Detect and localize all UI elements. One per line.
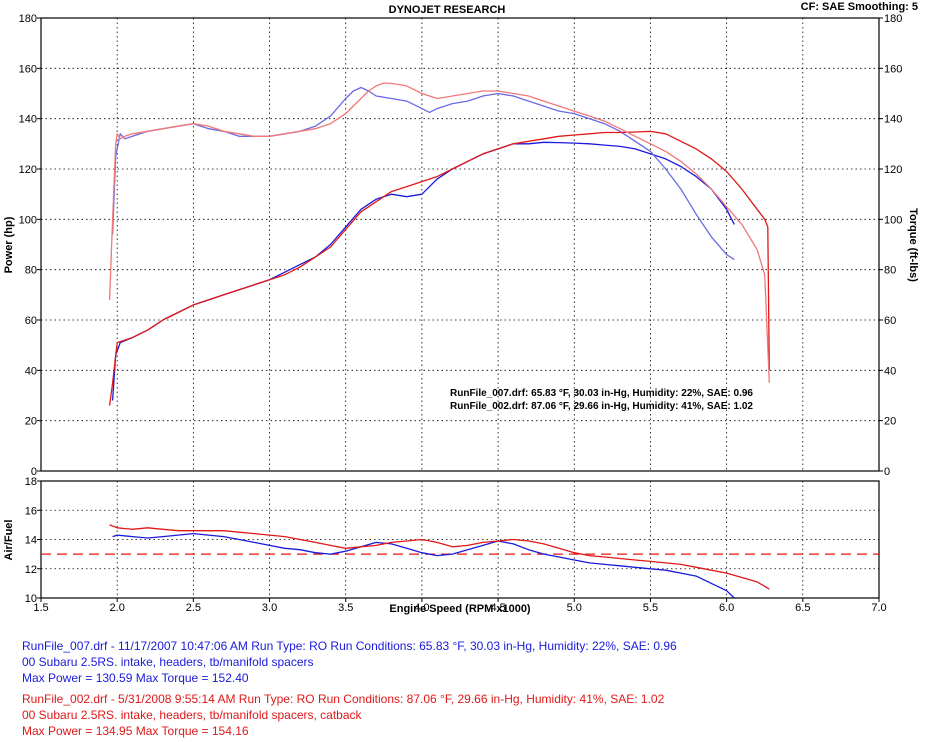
x-tick-label: 2.0 — [110, 602, 125, 614]
x-tick-label: 5.0 — [567, 602, 582, 614]
y-tick-label: 80 — [25, 265, 37, 277]
x-tick-label: 3.5 — [338, 602, 353, 614]
y-tick-label: 0 — [31, 466, 37, 478]
y-tick-label: 160 — [19, 63, 37, 75]
y2-tick-label: 40 — [884, 365, 896, 377]
af-series-line — [109, 524, 770, 590]
x-tick-label: 6.0 — [719, 602, 734, 614]
power-torque-plot: 0 0 20 20 40 40 60 60 80 80 100 100 120 120 140 140 160 1… — [19, 13, 903, 478]
chart-settings: CF: SAE Smoothing: 5 — [801, 1, 918, 13]
run-info-002: RunFile_002.drf - 5/31/2008 9:55:14 AM R… — [22, 691, 664, 739]
x-tick-label: 3.0 — [262, 602, 277, 614]
y-tick-label: 180 — [19, 13, 37, 25]
x-tick-label: 2.5 — [186, 602, 201, 614]
run-annotation-007: RunFile_007.drf: 65.83 °F, 30.03 in-Hg, … — [450, 388, 753, 399]
af-series-line — [112, 532, 735, 599]
y2-tick-label: 160 — [884, 63, 902, 75]
y2-tick-label: 120 — [884, 164, 902, 176]
power-series-line — [108, 130, 770, 406]
y2-tick-label: 0 — [884, 466, 890, 478]
y2-tick-label: 180 — [884, 13, 902, 25]
af-y-tick-label: 12 — [25, 564, 37, 576]
y2-tick-label: 100 — [884, 214, 902, 226]
run-info-line: 00 Subaru 2.5RS. intake, headers, tb/man… — [22, 655, 314, 669]
y-tick-label: 140 — [19, 114, 37, 126]
y-tick-label: 100 — [19, 214, 37, 226]
y-tick-label: 60 — [25, 315, 37, 327]
x-tick-label: 6.5 — [795, 602, 810, 614]
x-tick-label: 4.0 — [414, 602, 429, 614]
run-info-line: Max Power = 130.59 Max Torque = 152.40 — [22, 671, 249, 685]
run-annotation-002: RunFile_002.drf: 87.06 °F, 29.66 in-Hg, … — [450, 401, 753, 412]
y-tick-label: 40 — [25, 365, 37, 377]
y-tick-label: 20 — [25, 416, 37, 428]
y2-tick-label: 80 — [884, 265, 896, 277]
run-info-007: RunFile_007.drf - 11/17/2007 10:47:06 AM… — [22, 638, 677, 686]
x-tick-label: 5.5 — [643, 602, 658, 614]
af-y-tick-label: 14 — [25, 535, 37, 547]
af-y-tick-label: 16 — [25, 505, 37, 517]
y-axis-label-power: Power (hp) — [3, 216, 15, 273]
y2-tick-label: 140 — [884, 114, 902, 126]
run-info-line: Max Power = 134.95 Max Torque = 154.16 — [22, 724, 249, 738]
plot-frame — [40, 17, 880, 472]
air-fuel-plot: 1.5 2.0 2.5 3.0 3.5 4.0 4.5 5.0 5.5 6.0 6.5 7.0 10 12… — [25, 476, 887, 614]
y2-tick-label: 60 — [884, 315, 896, 327]
run-info-line: RunFile_007.drf - 11/17/2007 10:47:06 AM… — [22, 639, 677, 653]
af-y-tick-label: 18 — [25, 476, 37, 488]
x-tick-label: 7.0 — [871, 602, 886, 614]
x-axis-label: Engine Speed (RPM x1000) — [389, 603, 531, 615]
y-axis-label-airfuel: Air/Fuel — [3, 520, 15, 561]
y2-tick-label: 20 — [884, 416, 896, 428]
x-tick-label: 4.5 — [490, 602, 505, 614]
x-tick-label: 1.5 — [33, 602, 48, 614]
y-axis-label-torque: Torque (ft-lbs) — [907, 208, 919, 282]
torque-series-line — [108, 82, 770, 383]
y-tick-label: 120 — [19, 164, 37, 176]
chart-title: DYNOJET RESEARCH — [389, 4, 506, 16]
run-info-line: RunFile_002.drf - 5/31/2008 9:55:14 AM R… — [22, 692, 665, 706]
run-info-line: 00 Subaru 2.5RS. intake, headers, tb/man… — [22, 708, 362, 722]
af-y-tick-label: 10 — [25, 593, 37, 605]
